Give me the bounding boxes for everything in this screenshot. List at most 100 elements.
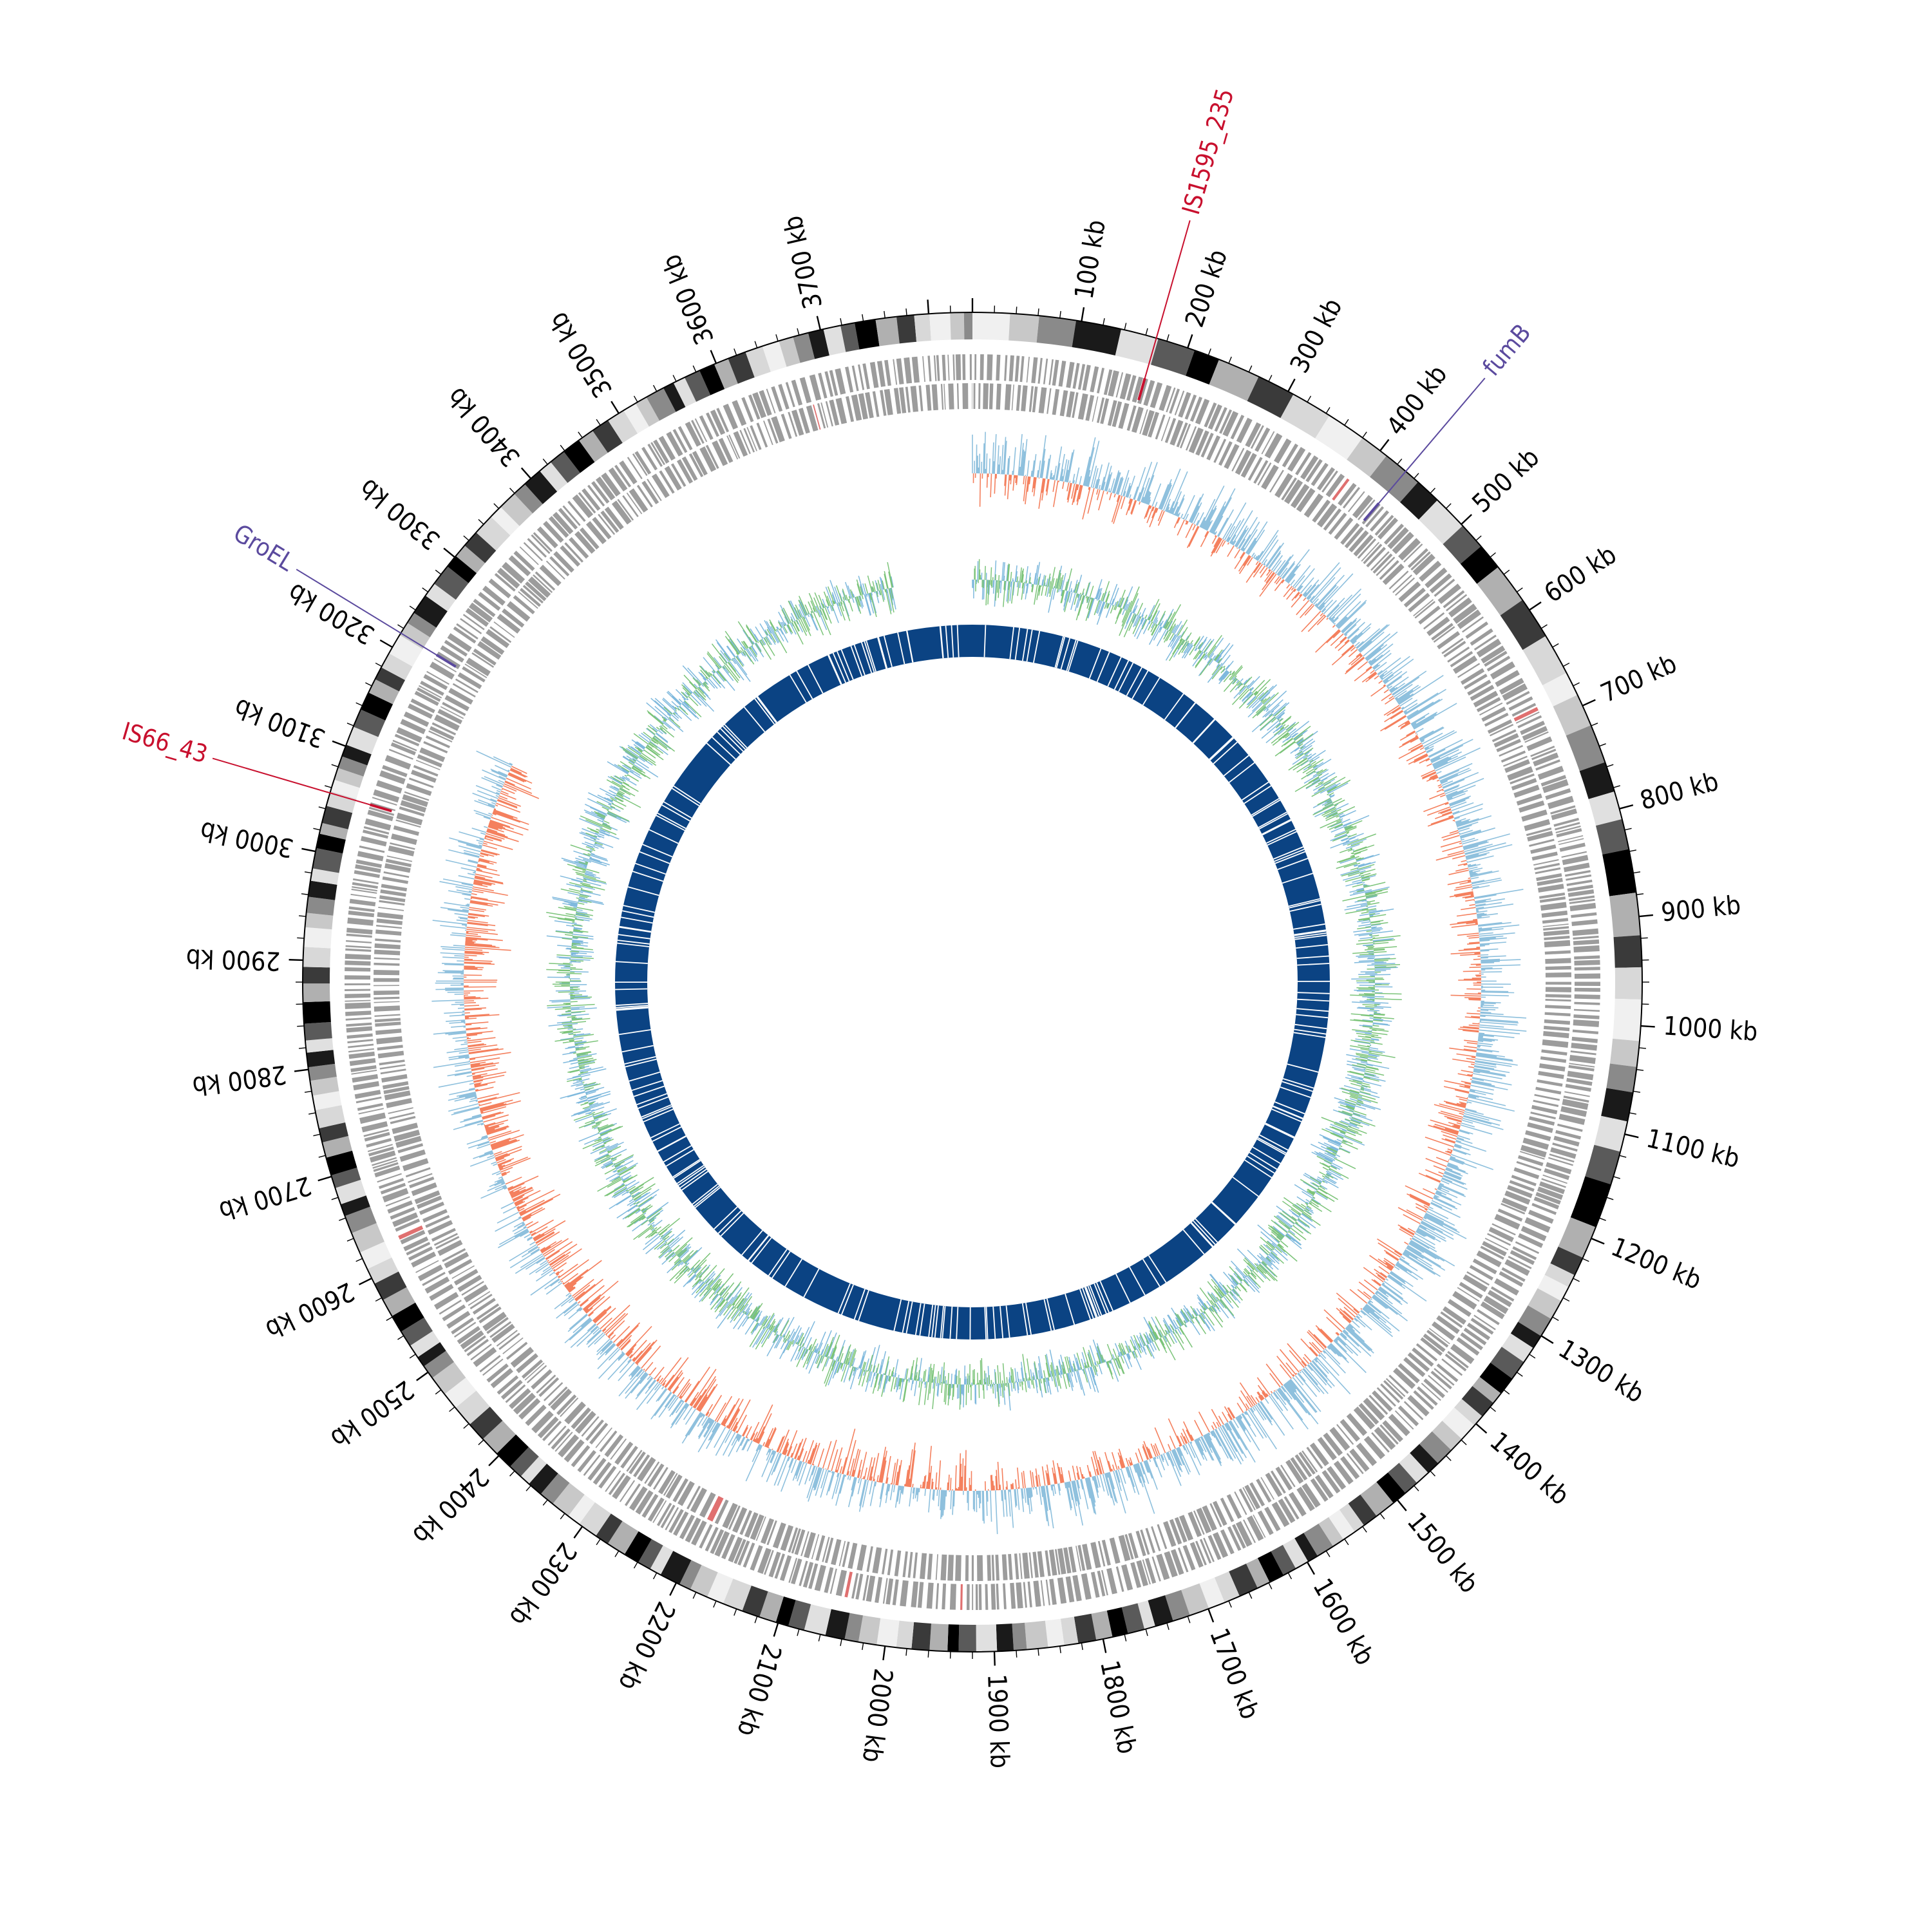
gene-block bbox=[1569, 902, 1596, 912]
gene-block bbox=[1528, 1209, 1554, 1224]
gene-block bbox=[1164, 1551, 1178, 1578]
gene-block bbox=[677, 1481, 695, 1506]
karyotype-band bbox=[1348, 1494, 1377, 1526]
minor-tick bbox=[1633, 1090, 1641, 1093]
gene-block bbox=[368, 806, 395, 816]
gene-block bbox=[1052, 389, 1060, 415]
gene-block bbox=[1019, 1553, 1023, 1579]
tick-label: 800 kb bbox=[1637, 767, 1721, 816]
minor-tick bbox=[542, 1499, 548, 1506]
gene-block bbox=[1544, 1019, 1571, 1025]
gene-block bbox=[911, 356, 920, 383]
coverage-band bbox=[614, 625, 1330, 1340]
karyotype-band bbox=[950, 312, 965, 340]
karyotype-ring bbox=[302, 312, 1643, 1653]
gene-block bbox=[1016, 384, 1021, 411]
gene-block bbox=[766, 388, 776, 413]
gene-block bbox=[578, 492, 596, 514]
gene-block bbox=[1340, 1456, 1360, 1480]
gene-block bbox=[1235, 1520, 1253, 1547]
major-tick bbox=[1102, 1638, 1107, 1653]
karyotype-band bbox=[341, 744, 372, 766]
gene-block bbox=[1075, 1546, 1081, 1571]
gene-block bbox=[900, 1580, 909, 1607]
gene-block bbox=[1426, 1329, 1449, 1348]
karyotype-band bbox=[896, 1620, 914, 1649]
gene-block bbox=[489, 1321, 512, 1338]
karyotype-band bbox=[1500, 600, 1546, 650]
gene-block bbox=[1222, 411, 1239, 437]
gene-block bbox=[1031, 357, 1038, 384]
gene-block bbox=[1278, 1498, 1296, 1524]
gene-block bbox=[605, 1470, 621, 1492]
gene-block bbox=[1288, 1492, 1307, 1517]
minor-tick bbox=[1016, 1650, 1018, 1658]
minor-tick bbox=[509, 1470, 515, 1477]
gene-block bbox=[489, 626, 512, 643]
gene-block bbox=[1376, 556, 1396, 576]
gene-block bbox=[480, 636, 505, 655]
karyotype-band bbox=[1570, 1176, 1611, 1227]
gene-block bbox=[1290, 1457, 1308, 1481]
gene-block bbox=[612, 1475, 631, 1500]
gene-block bbox=[1565, 1084, 1591, 1092]
tick-label: 2000 kb bbox=[857, 1667, 898, 1764]
tick-label: 1000 kb bbox=[1662, 1011, 1758, 1046]
gene-block bbox=[681, 456, 698, 481]
gene-block bbox=[1504, 759, 1530, 773]
gene-block bbox=[1388, 571, 1409, 590]
gene-block bbox=[419, 1201, 445, 1215]
karyotype-band bbox=[303, 1001, 331, 1024]
gene-block bbox=[1184, 394, 1197, 420]
gene-block bbox=[1527, 1122, 1553, 1133]
gene-block bbox=[665, 1474, 683, 1499]
gene-block bbox=[348, 1048, 374, 1053]
gene-block bbox=[1557, 1123, 1583, 1132]
gene-block bbox=[1457, 609, 1481, 629]
gene-block bbox=[987, 354, 993, 381]
gene-block bbox=[518, 1397, 541, 1420]
gene-block bbox=[1393, 1367, 1416, 1389]
gene-block bbox=[1010, 1582, 1016, 1609]
gene-block bbox=[942, 354, 947, 381]
gene-block bbox=[1048, 359, 1054, 385]
gene-block bbox=[1142, 410, 1155, 437]
gene-block bbox=[1477, 1309, 1500, 1325]
gene-block bbox=[1096, 397, 1105, 423]
gene-block bbox=[1287, 446, 1306, 472]
tick-label: 3200 kb bbox=[283, 577, 379, 650]
gene-block bbox=[406, 1242, 431, 1256]
gene-block bbox=[1294, 1454, 1312, 1478]
gene-block bbox=[491, 1323, 515, 1343]
gene-block bbox=[653, 1466, 668, 1490]
gene-block bbox=[652, 1500, 667, 1523]
gene-block bbox=[1170, 1549, 1184, 1575]
karyotype-band bbox=[476, 516, 511, 551]
karyotype-band bbox=[1537, 1274, 1569, 1302]
karyotype-band bbox=[303, 983, 330, 1003]
gene-block bbox=[437, 1240, 463, 1256]
gene-block bbox=[1174, 1517, 1188, 1543]
gene-block bbox=[1142, 1559, 1151, 1585]
karyotype-band bbox=[592, 420, 623, 453]
gene-block bbox=[1574, 981, 1600, 987]
gene-block bbox=[835, 1569, 848, 1596]
gene-block bbox=[482, 1311, 507, 1332]
karyotype-band bbox=[319, 822, 348, 840]
karyotype-band bbox=[1609, 892, 1641, 938]
gene-block bbox=[759, 390, 772, 416]
minor-tick bbox=[509, 488, 515, 494]
gene-block bbox=[595, 1427, 612, 1448]
gene-block bbox=[382, 1188, 409, 1203]
karyotype-band bbox=[425, 583, 456, 612]
gene-block bbox=[581, 1416, 600, 1437]
minor-tick bbox=[1490, 552, 1496, 558]
gene-block bbox=[872, 391, 880, 417]
minor-tick bbox=[1573, 1278, 1580, 1282]
gene-block bbox=[1539, 1063, 1566, 1072]
major-tick bbox=[882, 1645, 886, 1661]
gene-block bbox=[1480, 1301, 1505, 1320]
gene-block bbox=[1065, 1576, 1075, 1603]
gene-block bbox=[1195, 399, 1210, 425]
gene-block bbox=[1323, 508, 1342, 531]
